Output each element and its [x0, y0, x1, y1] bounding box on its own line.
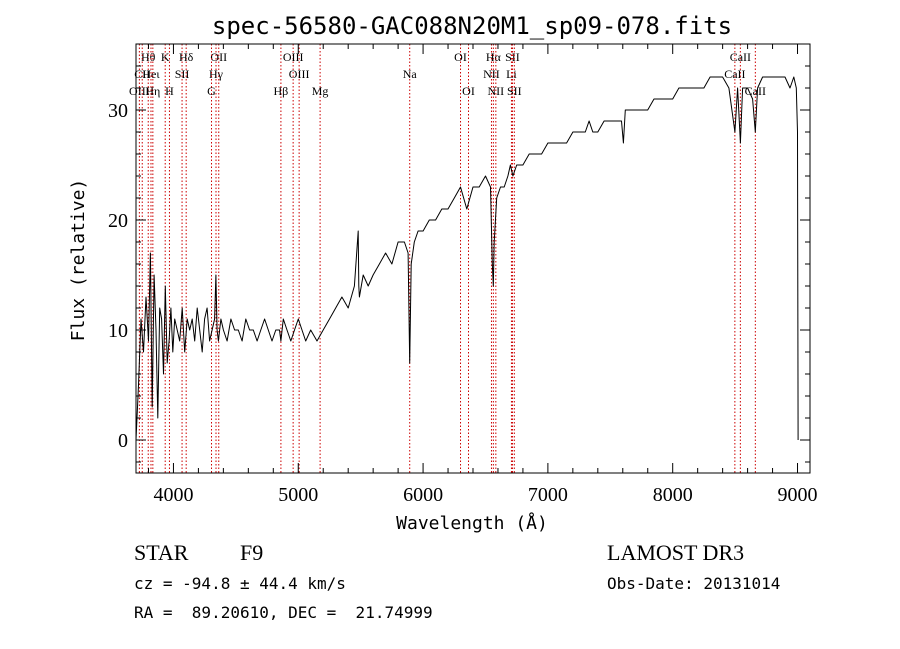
x-axis-label: Wavelength (Å): [396, 512, 548, 534]
y-tick-label: 20: [108, 210, 128, 232]
spectral-line-label: SII: [505, 50, 520, 64]
spectral-line-label: Mg: [312, 84, 329, 98]
spectral-line-label: CaII: [745, 84, 766, 98]
observation-date: Obs-Date: 20131014: [607, 574, 781, 593]
spectral-line-label: Hγ: [209, 67, 224, 81]
x-tick-label: 8000: [653, 484, 693, 506]
spectral-line-label: Heι: [142, 67, 160, 81]
spectrum-line: [135, 76, 799, 441]
spectral-line-label: Hδ: [179, 50, 194, 64]
object-subclass: F9: [240, 540, 264, 565]
y-tick-label: 0: [118, 430, 128, 452]
spectral-line-label: OI: [454, 50, 467, 64]
survey-name: LAMOST DR3: [607, 540, 745, 565]
x-tick-label: 7000: [528, 484, 568, 506]
spectral-line-label: NII: [488, 84, 505, 98]
spectral-line-label: Li: [506, 67, 517, 81]
spectral-line-label: CII: [134, 67, 150, 81]
spectral-line-label: Hθ: [141, 50, 156, 64]
spectral-line-label: Hη: [145, 84, 160, 98]
spectrum-series: [135, 76, 799, 441]
spectral-line-label: Na: [403, 67, 418, 81]
y-axis-label: Flux (relative): [68, 179, 89, 342]
x-tick-label: 9000: [778, 484, 818, 506]
coordinates: RA = 89.20610, DEC = 21.74999: [134, 603, 433, 622]
spectral-line-label: SII: [175, 67, 190, 81]
spectral-line-label: K: [161, 50, 170, 64]
chart-title: spec-56580-GAC088N20M1_sp09-078.fits: [212, 12, 732, 40]
spectral-line-label: Hα: [486, 50, 502, 64]
spectral-line-label: G: [207, 84, 216, 98]
redshift-info: cz = -94.8 ± 44.4 km/s: [134, 574, 346, 593]
spectral-line-label: NII: [483, 67, 500, 81]
spectral-line-label: OII: [210, 50, 227, 64]
spectral-line-label: Hβ: [274, 84, 289, 98]
spectral-line-label: H: [165, 84, 174, 98]
plot-frame: [135, 43, 811, 474]
x-tick-label: 5000: [278, 484, 318, 506]
spectral-line-label: SII: [507, 84, 522, 98]
y-tick-label: 10: [108, 320, 128, 342]
axis-ticks: 4000 5000 6000 7000 8000 9000 0 10 20 30: [108, 44, 818, 506]
spectral-line-label: OI: [462, 84, 475, 98]
spectral-line-label: OIII: [283, 50, 304, 64]
y-tick-label: 30: [108, 100, 128, 122]
x-tick-label: 6000: [403, 484, 443, 506]
spectral-line-label: CaII: [730, 50, 751, 64]
spectrum-chart: spec-56580-GAC088N20M1_sp09-078.fits Hθ C…: [68, 12, 818, 534]
object-class: STAR: [134, 540, 189, 565]
spectral-line-label: OIII: [129, 84, 150, 98]
spectral-line-label: CaII: [724, 67, 745, 81]
spectral-line-label: OIII: [289, 67, 310, 81]
x-tick-label: 4000: [153, 484, 193, 506]
